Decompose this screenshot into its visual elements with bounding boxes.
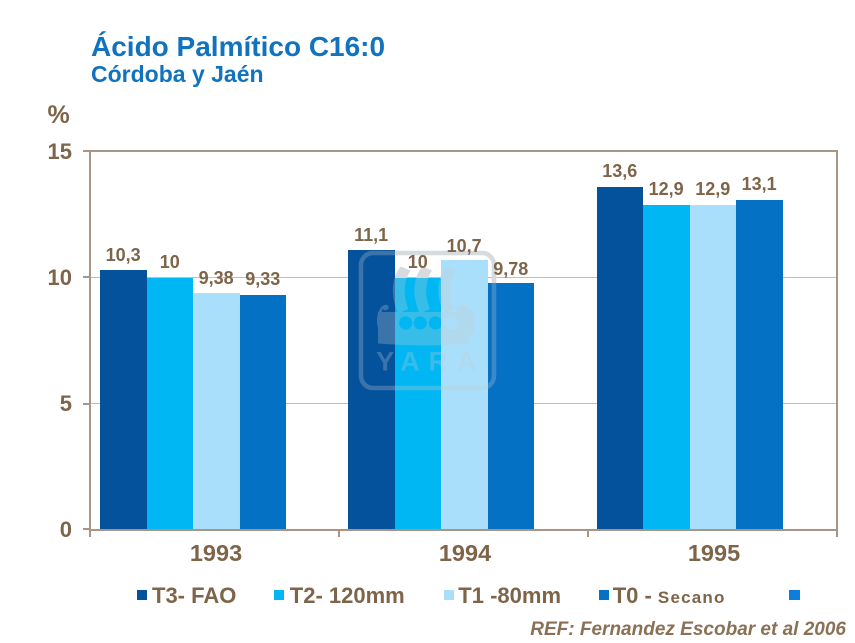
svg-text:YARA: YARA bbox=[376, 347, 485, 377]
